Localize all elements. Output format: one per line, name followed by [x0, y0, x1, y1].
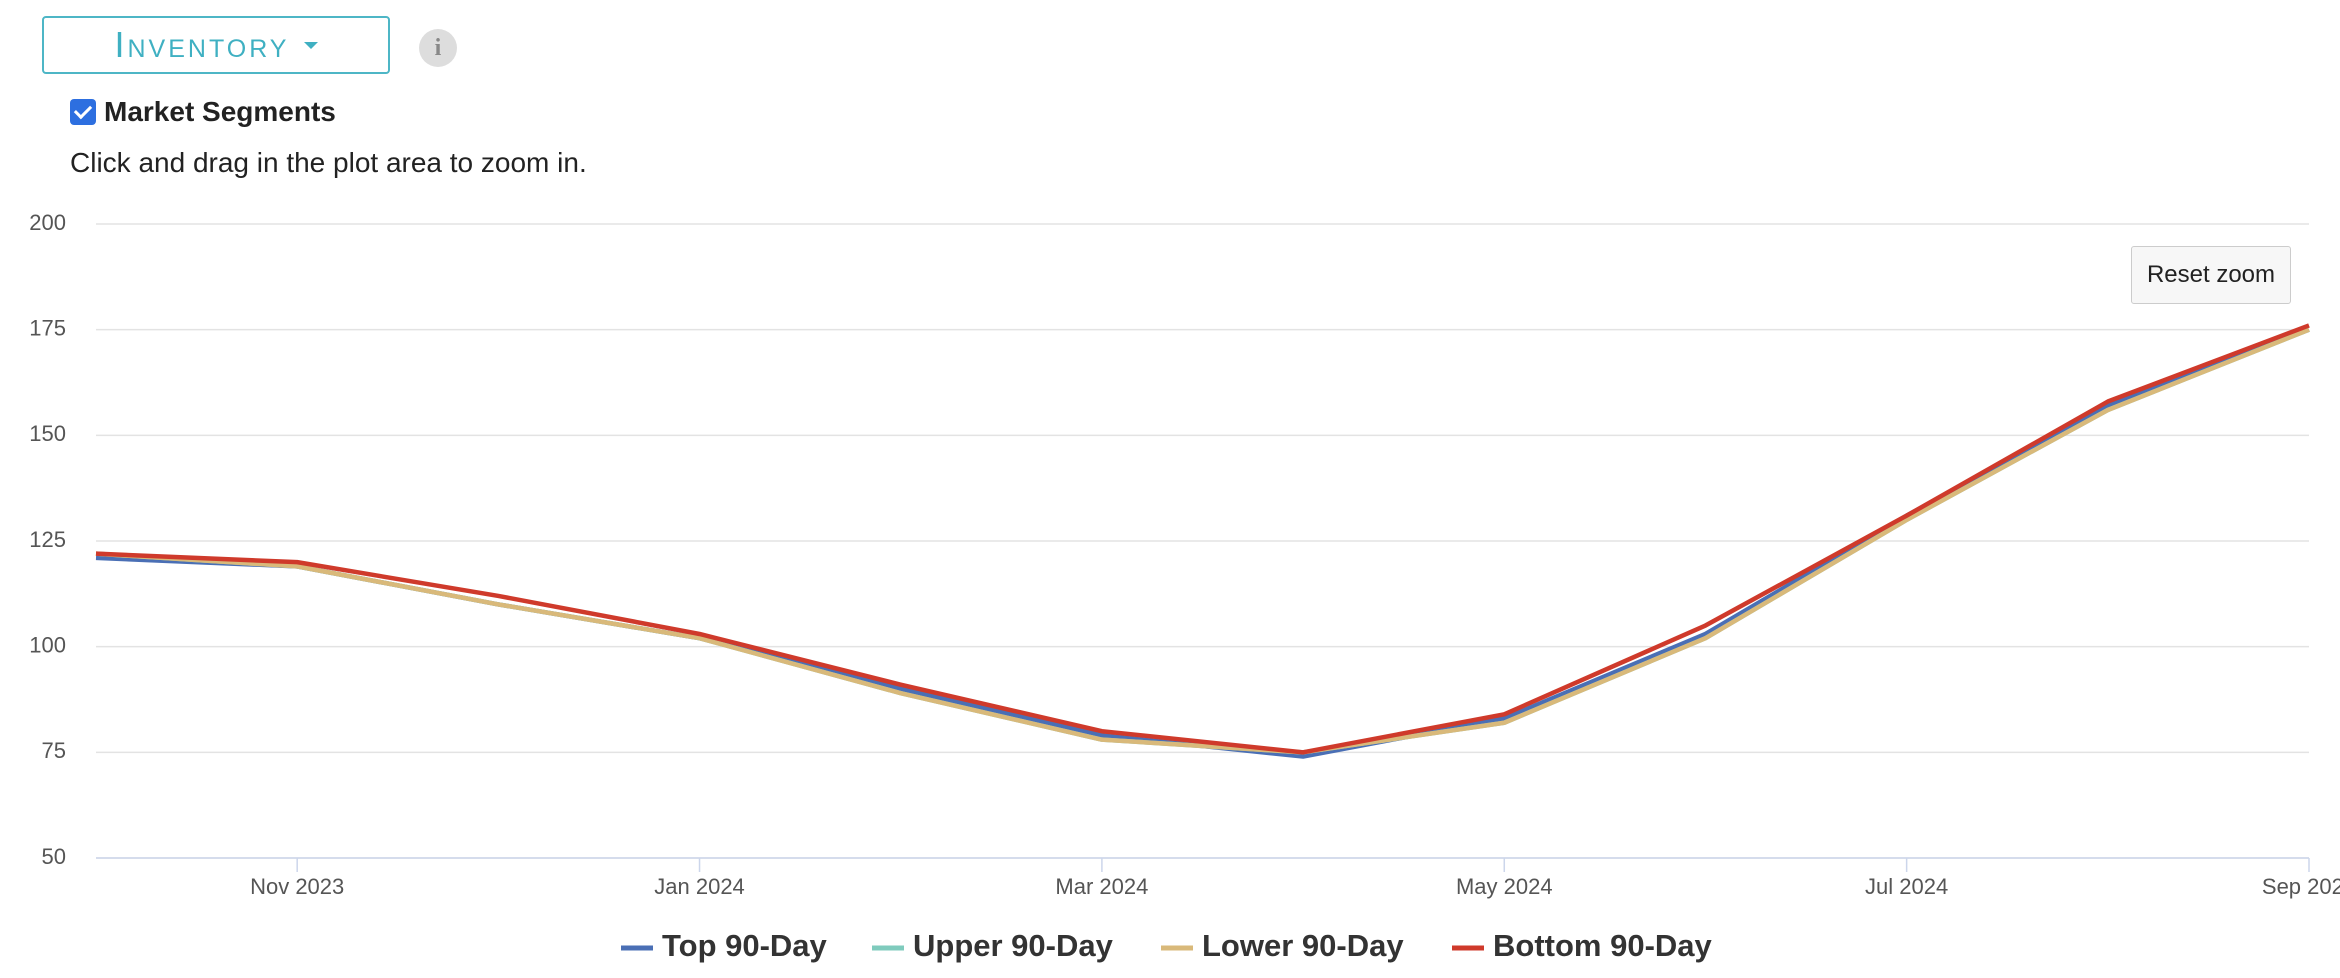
reset-zoom-button[interactable]: Reset zoom	[2131, 246, 2291, 304]
y-tick-label: 75	[42, 738, 66, 763]
caret	[303, 41, 318, 49]
x-tick-label: Mar 2024	[1055, 874, 1148, 899]
x-tick-label: May 2024	[1456, 874, 1553, 899]
y-tick-label: 125	[29, 527, 66, 552]
x-tick-label: Nov 2023	[250, 874, 344, 899]
series-line	[95, 323, 2310, 755]
y-tick-label: 150	[29, 421, 66, 446]
y-tick-label: 50	[42, 844, 66, 869]
legend-item: Bottom 90-Day	[1452, 928, 1713, 963]
legend-item: Top 90-Day	[621, 928, 828, 963]
legend-label: Upper 90-Day	[913, 928, 1114, 963]
y-tick-label: 200	[29, 210, 66, 235]
x-tick-label: Sep 2024	[2262, 874, 2340, 899]
legend-label: Lower 90-Day	[1202, 928, 1404, 963]
legend-item: Upper 90-Day	[872, 928, 1114, 963]
legend-label: Bottom 90-Day	[1493, 928, 1713, 963]
dropdown-label: Inventory	[114, 24, 290, 65]
series-line	[95, 327, 2310, 755]
checkbox[interactable]	[70, 99, 96, 125]
metric-dropdown[interactable]: Inventory	[42, 16, 390, 74]
checkbox-label[interactable]: Market Segments	[104, 96, 336, 127]
y-tick-label: 175	[29, 315, 66, 340]
info-icon[interactable]: i	[419, 29, 457, 67]
series-line	[95, 327, 2310, 759]
x-tick-label: Jul 2024	[1865, 874, 1948, 899]
zoom-hint: Click and drag in the plot area to zoom …	[70, 147, 587, 178]
legend-label: Top 90-Day	[662, 928, 828, 963]
x-tick-label: Jan 2024	[654, 874, 745, 899]
legend-item: Lower 90-Day	[1161, 928, 1404, 963]
y-tick-label: 100	[29, 632, 66, 657]
